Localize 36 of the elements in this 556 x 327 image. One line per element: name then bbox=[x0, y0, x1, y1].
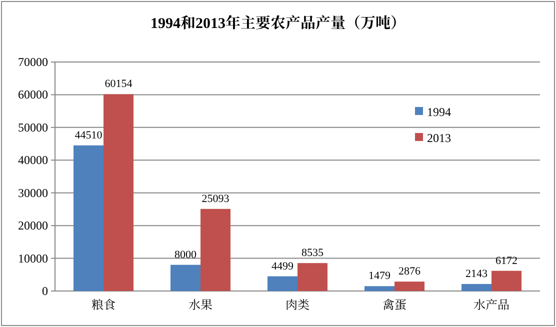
y-tick-label: 30000 bbox=[18, 186, 48, 200]
bar bbox=[74, 145, 104, 291]
bar bbox=[364, 286, 394, 291]
bar bbox=[298, 263, 328, 291]
bar bbox=[268, 276, 298, 291]
bar bbox=[170, 264, 200, 291]
bar bbox=[492, 270, 522, 291]
x-tick-label: 水产品 bbox=[473, 298, 510, 312]
bar bbox=[200, 208, 230, 291]
legend-label: 2013 bbox=[427, 131, 451, 145]
x-tick-label: 水果 bbox=[188, 298, 213, 312]
x-tick-label: 肉类 bbox=[285, 298, 310, 312]
bar bbox=[104, 94, 134, 291]
y-tick-label: 70000 bbox=[18, 55, 48, 69]
legend-label: 1994 bbox=[427, 105, 451, 119]
y-tick-label: 40000 bbox=[18, 153, 48, 168]
data-label: 44510 bbox=[74, 129, 103, 142]
y-tick-label: 20000 bbox=[18, 218, 48, 233]
y-tick-label: 60000 bbox=[18, 88, 48, 102]
y-tick-label: 0 bbox=[42, 284, 48, 298]
data-label: 1479 bbox=[368, 270, 391, 282]
y-tick-label: 10000 bbox=[18, 251, 48, 266]
data-label: 2876 bbox=[398, 266, 421, 278]
data-label: 25093 bbox=[202, 192, 230, 205]
bar bbox=[462, 284, 492, 291]
x-tick-label: 粮食 bbox=[91, 298, 116, 312]
bar bbox=[394, 282, 424, 291]
data-label: 6172 bbox=[496, 254, 518, 267]
data-label: 60154 bbox=[104, 78, 133, 90]
data-label: 8535 bbox=[302, 247, 324, 260]
x-tick-label: 禽蛋 bbox=[382, 298, 407, 312]
data-label: 2143 bbox=[466, 268, 488, 280]
data-label: 4499 bbox=[272, 260, 294, 272]
title: 1994和2013年主要农产品产量（万吨） bbox=[150, 16, 406, 32]
data-label: 8000 bbox=[174, 248, 197, 261]
y-tick-label: 50000 bbox=[18, 120, 48, 134]
